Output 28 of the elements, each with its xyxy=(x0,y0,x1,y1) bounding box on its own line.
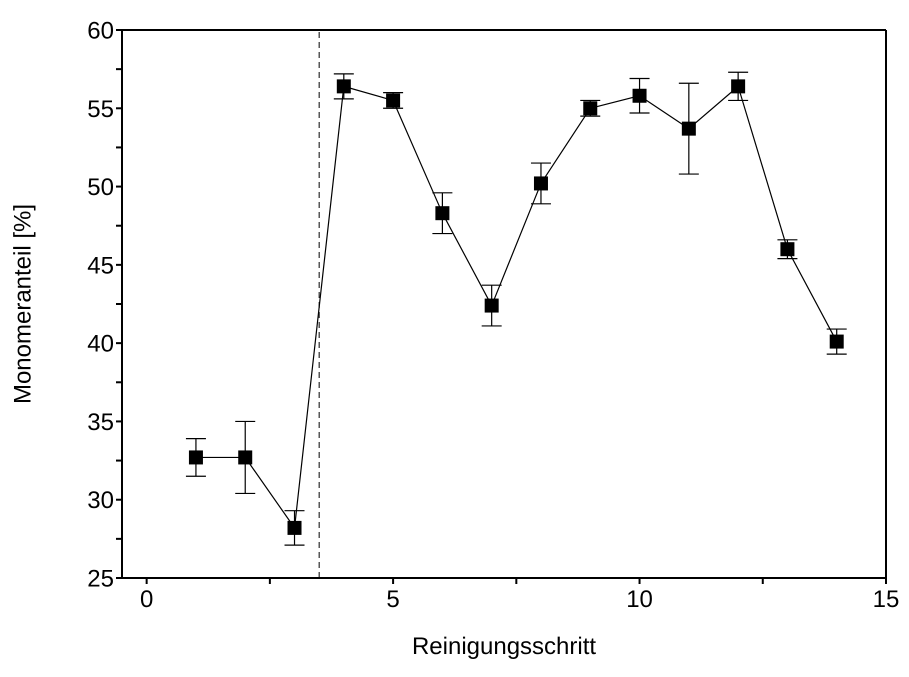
y-tick-label: 40 xyxy=(87,330,114,358)
point xyxy=(336,79,351,94)
y-tick-label: 30 xyxy=(87,487,114,514)
point xyxy=(632,88,647,103)
x-tick-label: 0 xyxy=(140,586,154,614)
point xyxy=(583,101,598,116)
y-tick-label: 55 xyxy=(87,96,114,123)
point xyxy=(780,242,794,256)
y-tick-label: 45 xyxy=(87,252,114,280)
point xyxy=(238,450,252,464)
x-axis-title: Reinigungsschritt xyxy=(412,633,596,660)
y-tick-label: 25 xyxy=(87,566,114,593)
y-axis-title: Monomeranteil [%] xyxy=(10,204,37,404)
point xyxy=(288,520,302,535)
x-tick-label: 5 xyxy=(386,586,400,614)
x-tick-label: 15 xyxy=(872,586,900,614)
point xyxy=(682,122,696,136)
x-tick-label: 10 xyxy=(626,586,653,614)
point xyxy=(534,176,548,190)
y-tick-label: 60 xyxy=(87,18,114,45)
y-tick-label: 50 xyxy=(87,174,114,202)
point xyxy=(386,93,400,108)
point xyxy=(484,298,499,313)
y-tick-label: 35 xyxy=(87,408,114,436)
point xyxy=(830,334,844,349)
point xyxy=(188,450,203,464)
point xyxy=(731,79,746,94)
point xyxy=(435,206,450,220)
